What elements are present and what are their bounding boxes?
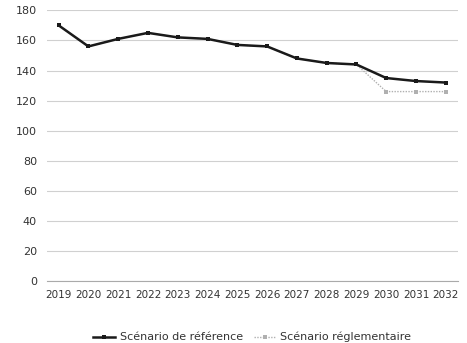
Line: Scénario réglementaire: Scénario réglementaire (57, 23, 448, 94)
Line: Scénario de référence: Scénario de référence (56, 23, 448, 85)
Scénario réglementaire (205, 37, 210, 41)
Legend: Scénario de référence, Scénario réglementaire: Scénario de référence, Scénario réglemen… (88, 328, 416, 343)
Scénario de référence (205, 37, 210, 41)
Scénario de référence (324, 61, 329, 65)
Scénario réglementaire (413, 90, 419, 94)
Scénario réglementaire (145, 31, 151, 35)
Scénario de référence (354, 62, 359, 67)
Scénario de référence (175, 35, 181, 39)
Scénario réglementaire (85, 44, 91, 48)
Scénario réglementaire (294, 56, 300, 60)
Scénario réglementaire (324, 61, 329, 65)
Scénario réglementaire (234, 43, 240, 47)
Scénario de référence (264, 44, 270, 48)
Scénario de référence (115, 37, 121, 41)
Scénario de référence (145, 31, 151, 35)
Scénario réglementaire (175, 35, 181, 39)
Scénario de référence (443, 81, 448, 85)
Scénario réglementaire (56, 23, 62, 27)
Scénario de référence (413, 79, 419, 83)
Scénario de référence (56, 23, 62, 27)
Scénario de référence (294, 56, 300, 60)
Scénario réglementaire (115, 37, 121, 41)
Scénario réglementaire (354, 62, 359, 67)
Scénario réglementaire (264, 44, 270, 48)
Scénario réglementaire (443, 90, 448, 94)
Scénario réglementaire (383, 90, 389, 94)
Scénario de référence (383, 76, 389, 80)
Scénario de référence (85, 44, 91, 48)
Scénario de référence (234, 43, 240, 47)
